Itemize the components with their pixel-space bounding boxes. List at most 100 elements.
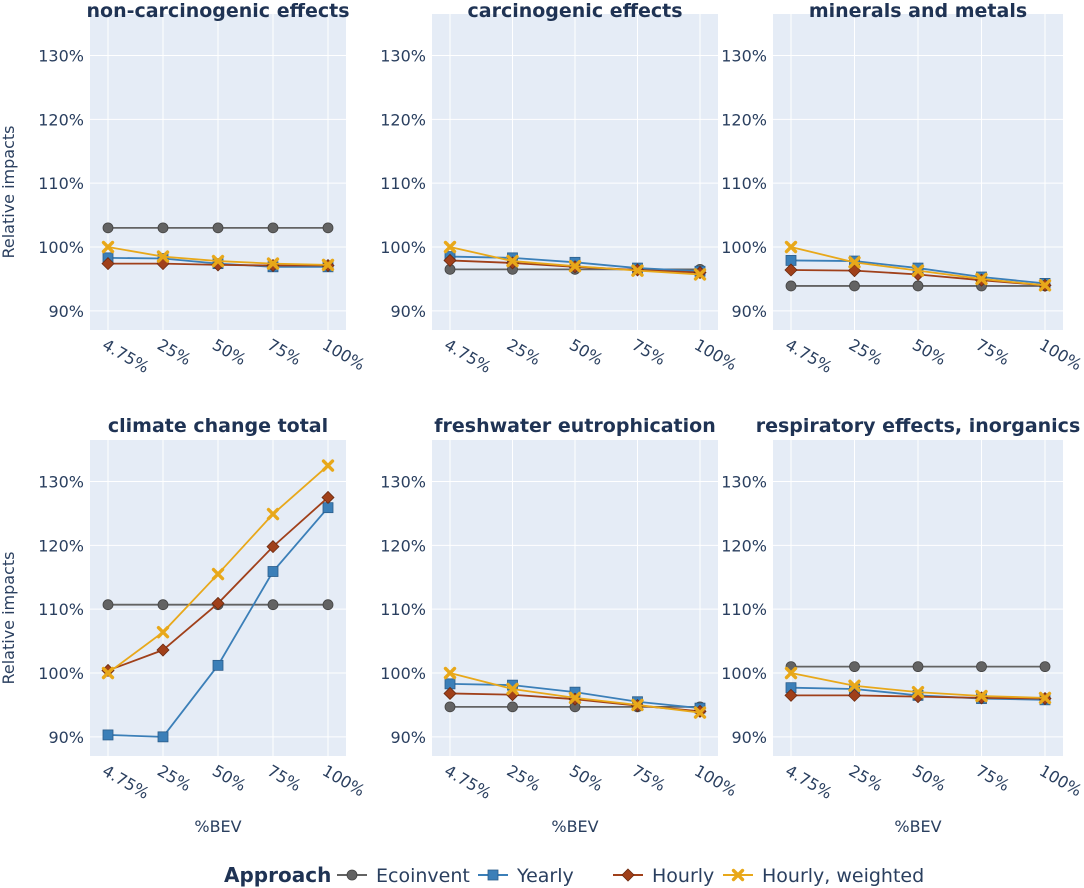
x-tick-label: 4.75% — [441, 761, 495, 803]
data-point — [321, 258, 335, 272]
panel-respiratory-effects-inorganics: respiratory effects, inorganics 90% 100% 11… — [721, 415, 1084, 836]
data-point — [693, 706, 707, 719]
series-ecoinvent — [102, 222, 334, 234]
y-tick-label: 110% — [721, 174, 767, 193]
y-tick-label: 130% — [38, 472, 84, 491]
data-point — [975, 272, 988, 286]
data-point — [156, 250, 170, 263]
x-tick-label: 75% — [264, 335, 304, 369]
data-point — [444, 701, 456, 713]
series-hourly-weighted — [443, 666, 707, 719]
x-tick-label: 4.75% — [782, 335, 836, 377]
data-point — [911, 264, 925, 277]
data-point — [912, 661, 924, 673]
data-point — [322, 599, 334, 611]
x-tick-label: 4.75% — [782, 761, 836, 803]
y-tick-label: 120% — [380, 110, 426, 129]
series-yearly — [102, 502, 334, 743]
data-point — [1038, 279, 1052, 292]
legend-item-hourly[interactable]: Hourly — [613, 865, 714, 887]
y-tick-label: 100% — [38, 664, 84, 683]
y-tick-label: 120% — [721, 110, 767, 129]
y-tick-label: 130% — [721, 472, 767, 491]
data-point — [267, 599, 279, 611]
y-tick-label: 130% — [38, 46, 84, 65]
x-tick-label: 4.75% — [99, 761, 153, 803]
data-point — [101, 240, 115, 254]
y-tick-label: 120% — [38, 110, 84, 129]
data-point — [266, 540, 280, 554]
x-tick-label: 75% — [973, 335, 1013, 369]
legend-label: Hourly, weighted — [762, 865, 924, 887]
x-tick-label: 100% — [319, 335, 368, 374]
data-point — [506, 682, 519, 696]
data-point — [784, 240, 798, 254]
data-point — [211, 567, 225, 581]
y-tick-label: 130% — [721, 46, 767, 65]
series-hourly-weighted — [101, 240, 335, 272]
series-hourly-weighted — [784, 666, 1052, 705]
x-tick-label: 25% — [846, 335, 886, 369]
data-point — [443, 686, 457, 701]
legend-item-ecoinvent[interactable]: Ecoinvent — [337, 865, 470, 887]
y-tick-label: 120% — [721, 536, 767, 555]
data-point — [322, 222, 334, 234]
data-point — [156, 625, 170, 639]
data-point — [568, 691, 582, 705]
data-point — [157, 222, 169, 234]
x-tick-label: 75% — [973, 761, 1013, 795]
panel-title: freshwater eutrophication — [434, 415, 716, 437]
series-ecoinvent — [785, 661, 1051, 673]
data-point — [212, 222, 224, 234]
x-axis-title: %BEV — [894, 817, 941, 836]
data-point — [848, 256, 861, 269]
y-tick-label: 90% — [731, 728, 767, 747]
legend-label: Yearly — [516, 865, 574, 887]
y-tick-label: 130% — [380, 46, 426, 65]
data-point — [101, 257, 115, 271]
x-tick-label: 50% — [209, 335, 249, 369]
panel-freshwater-eutrophication: freshwater eutrophication 90% 100% 110% 120%… — [380, 415, 740, 836]
legend-item-hourly-weighted[interactable]: Hourly, weighted — [723, 865, 924, 887]
panel-non-carcinogenic-effects: non-carcinogenic effects 90% 100% 110% 120% 1… — [0, 0, 368, 377]
data-point — [322, 502, 334, 514]
data-point — [848, 679, 861, 692]
data-point — [157, 731, 169, 743]
y-tick-label: 110% — [380, 174, 426, 193]
x-tick-label: 50% — [566, 335, 606, 369]
data-point — [911, 685, 925, 699]
y-tick-label: 110% — [380, 600, 426, 619]
data-point — [443, 666, 457, 680]
x-tick-label: 100% — [319, 761, 368, 800]
data-point — [847, 688, 862, 702]
x-tick-label: 100% — [691, 335, 740, 374]
panel-carcinogenic-effects: carcinogenic effects 90% 100% 110% 120% 130% 4… — [380, 0, 740, 377]
y-tick-label: 90% — [48, 302, 84, 321]
x-tick-label: 100% — [1036, 761, 1084, 800]
panel-climate-change-total: climate change total 90% 100% 110% 120% 130% 4… — [0, 415, 368, 836]
legend: Approach Ecoinvent Yearly Hourly Hourly, we… — [224, 863, 924, 887]
data-point — [784, 263, 798, 277]
legend-marker — [621, 868, 635, 882]
y-tick-label: 110% — [721, 600, 767, 619]
y-tick-label: 100% — [721, 664, 767, 683]
x-tick-label: 75% — [629, 335, 669, 369]
x-tick-label: 75% — [264, 761, 304, 795]
series-hourly — [101, 490, 335, 678]
data-point — [506, 254, 519, 268]
data-point — [211, 254, 225, 268]
y-tick-label: 100% — [721, 238, 767, 257]
legend-item-yearly[interactable]: Yearly — [478, 865, 574, 887]
y-axis-title: Relative impacts — [0, 551, 18, 684]
y-tick-label: 90% — [390, 728, 426, 747]
data-point — [784, 666, 798, 680]
legend-marker — [731, 868, 745, 882]
data-point — [1038, 691, 1052, 705]
data-point — [157, 599, 169, 611]
y-tick-label: 120% — [380, 536, 426, 555]
data-point — [975, 689, 988, 703]
x-tick-label: 25% — [154, 761, 194, 795]
data-point — [267, 222, 279, 234]
y-tick-label: 130% — [380, 472, 426, 491]
